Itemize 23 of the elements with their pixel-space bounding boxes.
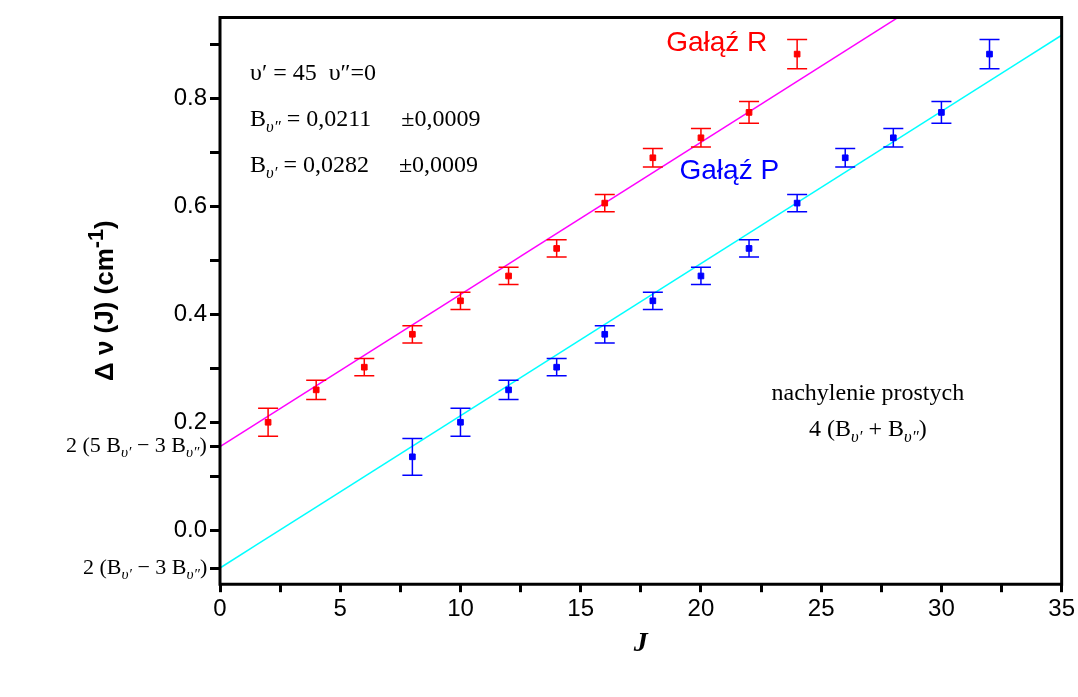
y-tick-label: 0.6 xyxy=(173,190,207,218)
y-tick-label: 2 (B$_{υ′}$ − 3 B$_{υ″}$) xyxy=(83,553,208,583)
series-label: Gałąź R xyxy=(666,26,768,59)
x-tick-label: 25 xyxy=(807,594,835,622)
x-tick-label: 5 xyxy=(333,594,347,622)
annotation: υ′ = 45 υ″=0 xyxy=(250,59,377,87)
x-tick-label: 0 xyxy=(213,594,227,622)
y-tick-label: 0.4 xyxy=(173,298,207,326)
annotation: 4 (B$_{υ′}$ + B$_{υ″}$) xyxy=(809,415,927,448)
x-tick-label: 20 xyxy=(687,594,715,622)
y-tick-label: 0.2 xyxy=(173,406,207,434)
y-tick-label: 2 (5 B$_{υ′}$ − 3 B$_{υ″}$) xyxy=(66,432,207,462)
x-tick-label: 35 xyxy=(1048,594,1075,622)
x-tick-label: 15 xyxy=(567,594,595,622)
series-label: Gałąź P xyxy=(679,154,780,187)
y-tick-label: 0.0 xyxy=(173,514,207,542)
y-tick-label: 0.8 xyxy=(173,83,207,110)
annotation: B$_{υ″}$ = 0,0211 ±0,0009 xyxy=(250,105,481,138)
x-tick-label: 30 xyxy=(928,594,955,622)
x-axis-title: J xyxy=(633,626,648,659)
x-tick-label: 10 xyxy=(447,594,474,622)
annotation: nachylenie prostych xyxy=(771,379,965,407)
annotation: B$_{υ′}$ = 0,0282 ±0,0009 xyxy=(250,151,479,184)
